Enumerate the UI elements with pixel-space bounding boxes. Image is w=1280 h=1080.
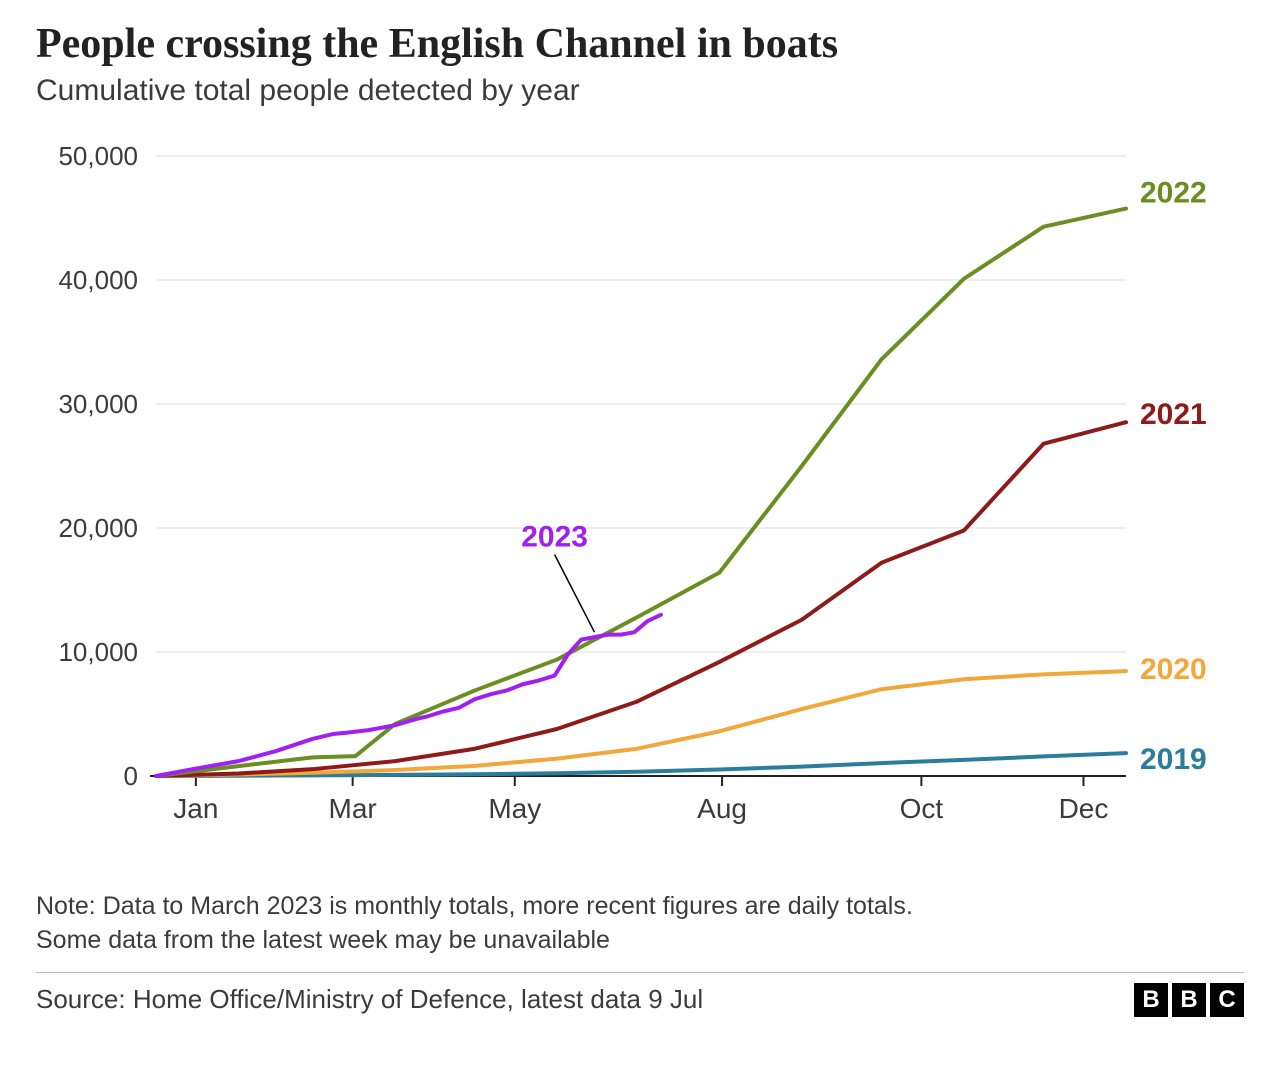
svg-text:May: May — [488, 793, 541, 824]
chart-area: 0 10,000 20,000 30,000 40,000 50,000 Jan Mar May… — [36, 126, 1244, 866]
svg-text:2022: 2022 — [1140, 177, 1207, 210]
bbc-logo-c: C — [1210, 983, 1244, 1017]
svg-text:2021: 2021 — [1140, 398, 1207, 431]
chart-title: People crossing the English Channel in b… — [36, 20, 1244, 68]
source-text: Source: Home Office/Ministry of Defence,… — [36, 984, 703, 1015]
note-line-1: Note: Data to March 2023 is monthly tota… — [36, 892, 913, 920]
bbc-logo-b2: B — [1172, 983, 1206, 1017]
svg-text:20,000: 20,000 — [58, 513, 138, 543]
svg-text:30,000: 30,000 — [58, 389, 138, 419]
svg-text:Mar: Mar — [329, 793, 377, 824]
svg-text:10,000: 10,000 — [58, 637, 138, 667]
svg-text:Aug: Aug — [697, 793, 747, 824]
line-chart-svg: 0 10,000 20,000 30,000 40,000 50,000 Jan Mar May… — [36, 126, 1244, 866]
svg-text:2020: 2020 — [1140, 653, 1207, 686]
chart-note: Note: Data to March 2023 is monthly tota… — [36, 890, 1244, 958]
svg-text:40,000: 40,000 — [58, 265, 138, 295]
chart-subtitle: Cumulative total people detected by year — [36, 74, 1244, 108]
svg-text:0: 0 — [124, 761, 138, 791]
svg-text:2023: 2023 — [521, 521, 588, 554]
svg-text:Jan: Jan — [173, 793, 218, 824]
svg-text:Dec: Dec — [1059, 793, 1109, 824]
chart-footer: Source: Home Office/Ministry of Defence,… — [36, 972, 1244, 1017]
note-line-2: Some data from the latest week may be un… — [36, 926, 610, 954]
svg-text:2019: 2019 — [1140, 743, 1207, 776]
bbc-logo: B B C — [1134, 983, 1244, 1017]
bbc-logo-b1: B — [1134, 983, 1168, 1017]
svg-text:Oct: Oct — [900, 793, 944, 824]
svg-text:50,000: 50,000 — [58, 141, 138, 171]
